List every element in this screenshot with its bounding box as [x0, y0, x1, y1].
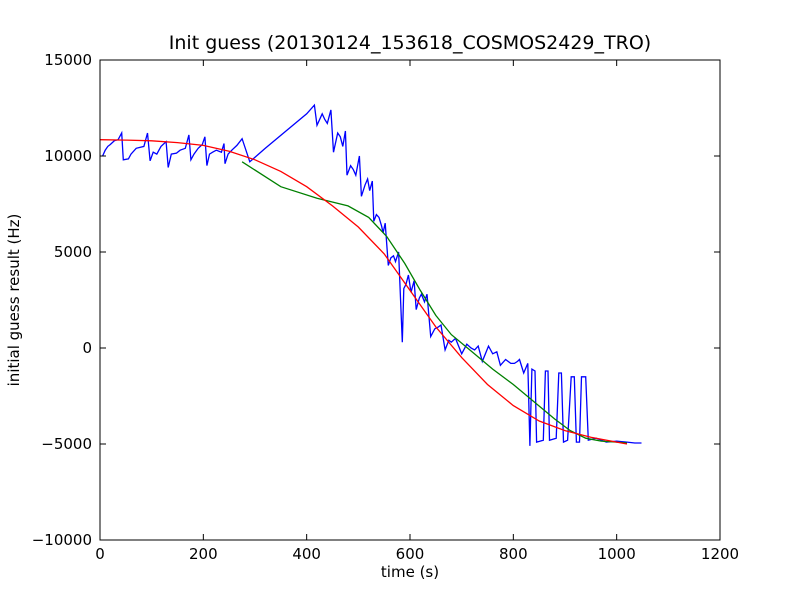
- x-tick-label: 800: [499, 545, 528, 563]
- x-tick-label: 200: [189, 545, 218, 563]
- x-tick-label: 1000: [598, 545, 636, 563]
- series-line-1: [241, 161, 628, 444]
- y-tick-label: −10000: [32, 531, 92, 549]
- y-axis-label: initial guess result (Hz): [5, 214, 23, 387]
- x-tick-label: 1200: [701, 545, 739, 563]
- chart-title: Init guess (20130124_153618_COSMOS2429_T…: [169, 32, 651, 54]
- series-line-2: [99, 139, 628, 445]
- series-line-0: [102, 103, 642, 446]
- plot-frame: [99, 59, 721, 541]
- x-tick-label: 0: [95, 545, 105, 563]
- x-tick-label: 600: [396, 545, 425, 563]
- y-tick-label: 5000: [54, 243, 92, 261]
- x-axis-label: time (s): [381, 563, 439, 581]
- x-tick-label: 400: [292, 545, 321, 563]
- ticks-layer: 0 200 400 600 800 1000 1200 −10000 −5000 0 5000 100…: [32, 51, 739, 563]
- y-tick-label: 10000: [44, 147, 92, 165]
- y-tick-label: 15000: [44, 51, 92, 69]
- y-tick-label: −5000: [41, 435, 92, 453]
- series-layer: [99, 103, 642, 446]
- y-tick-label: 0: [82, 339, 92, 357]
